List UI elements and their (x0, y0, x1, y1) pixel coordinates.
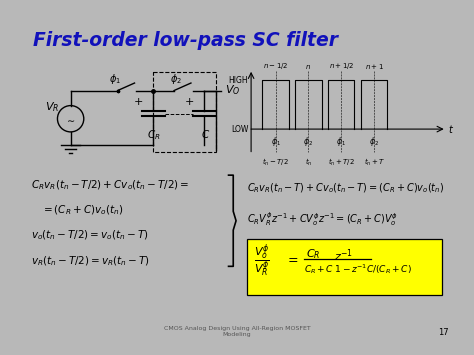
Text: $v_R(t_n-T/2)=v_R(t_n-T)$: $v_R(t_n-T/2)=v_R(t_n-T)$ (31, 254, 150, 268)
Text: $\sim$: $\sim$ (65, 114, 76, 124)
Text: $\phi_2$: $\phi_2$ (303, 135, 313, 148)
Text: $C_R$: $C_R$ (306, 247, 320, 261)
Text: $C_Rv_R(t_n-T/2)+Cv_o(t_n-T/2)=$: $C_Rv_R(t_n-T/2)+Cv_o(t_n-T/2)=$ (31, 178, 190, 192)
Text: HIGH: HIGH (228, 76, 248, 85)
Text: $=(C_R+C)v_o(t_n)$: $=(C_R+C)v_o(t_n)$ (41, 203, 123, 217)
Text: +: + (134, 97, 143, 107)
Text: $V_R$: $V_R$ (45, 100, 59, 114)
Bar (247, 239, 442, 295)
Text: $=$: $=$ (285, 252, 299, 265)
Text: 17: 17 (438, 328, 448, 337)
Text: CMOS Analog Design Using All-Region MOSFET
Modeling: CMOS Analog Design Using All-Region MOSF… (164, 326, 310, 337)
Text: $\phi_1$: $\phi_1$ (337, 135, 346, 148)
Text: $n+1$: $n+1$ (365, 62, 383, 71)
Text: $C_R+C\;1-z^{-1}C/(C_R+C)$: $C_R+C\;1-z^{-1}C/(C_R+C)$ (304, 262, 411, 275)
Text: $C_RV_R^\phi z^{-1}+CV_o^\phi z^{-1}=(C_R+C)V_o^\phi$: $C_RV_R^\phi z^{-1}+CV_o^\phi z^{-1}=(C_… (247, 210, 398, 228)
Text: $t_n+T$: $t_n+T$ (364, 157, 385, 169)
Bar (154, 72, 216, 152)
Text: $\phi_2$: $\phi_2$ (369, 135, 379, 148)
Text: $v_o(t_n-T/2)=v_o(t_n-T)$: $v_o(t_n-T/2)=v_o(t_n-T)$ (31, 229, 149, 242)
Text: First-order low-pass SC filter: First-order low-pass SC filter (33, 31, 338, 50)
Text: $\dfrac{V_o^\phi}{V_R^\phi}$: $\dfrac{V_o^\phi}{V_R^\phi}$ (254, 243, 270, 280)
Text: $t$: $t$ (448, 123, 455, 135)
Text: $n-1/2$: $n-1/2$ (263, 61, 288, 71)
Text: $t_n-T/2$: $t_n-T/2$ (262, 157, 289, 169)
Text: +: + (184, 97, 194, 107)
Text: $\phi_1$: $\phi_1$ (271, 135, 281, 148)
Text: $t_n+T/2$: $t_n+T/2$ (328, 157, 355, 169)
Text: $t_n$: $t_n$ (305, 157, 312, 169)
Text: $\phi_2$: $\phi_2$ (170, 72, 182, 86)
Text: $C$: $C$ (201, 128, 210, 140)
Text: $\phi_1$: $\phi_1$ (109, 72, 121, 86)
Text: $C_Rv_R(t_n-T)+Cv_o(t_n-T)=(C_R+C)v_o(t_n)$: $C_Rv_R(t_n-T)+Cv_o(t_n-T)=(C_R+C)v_o(t_… (247, 182, 445, 195)
Text: $z^{-1}$: $z^{-1}$ (334, 247, 353, 264)
Text: $n$: $n$ (305, 63, 311, 71)
Text: $n+1/2$: $n+1/2$ (328, 61, 354, 71)
Text: $C_R$: $C_R$ (146, 128, 160, 142)
Text: LOW: LOW (231, 125, 248, 133)
Text: $V_O$: $V_O$ (225, 84, 240, 98)
